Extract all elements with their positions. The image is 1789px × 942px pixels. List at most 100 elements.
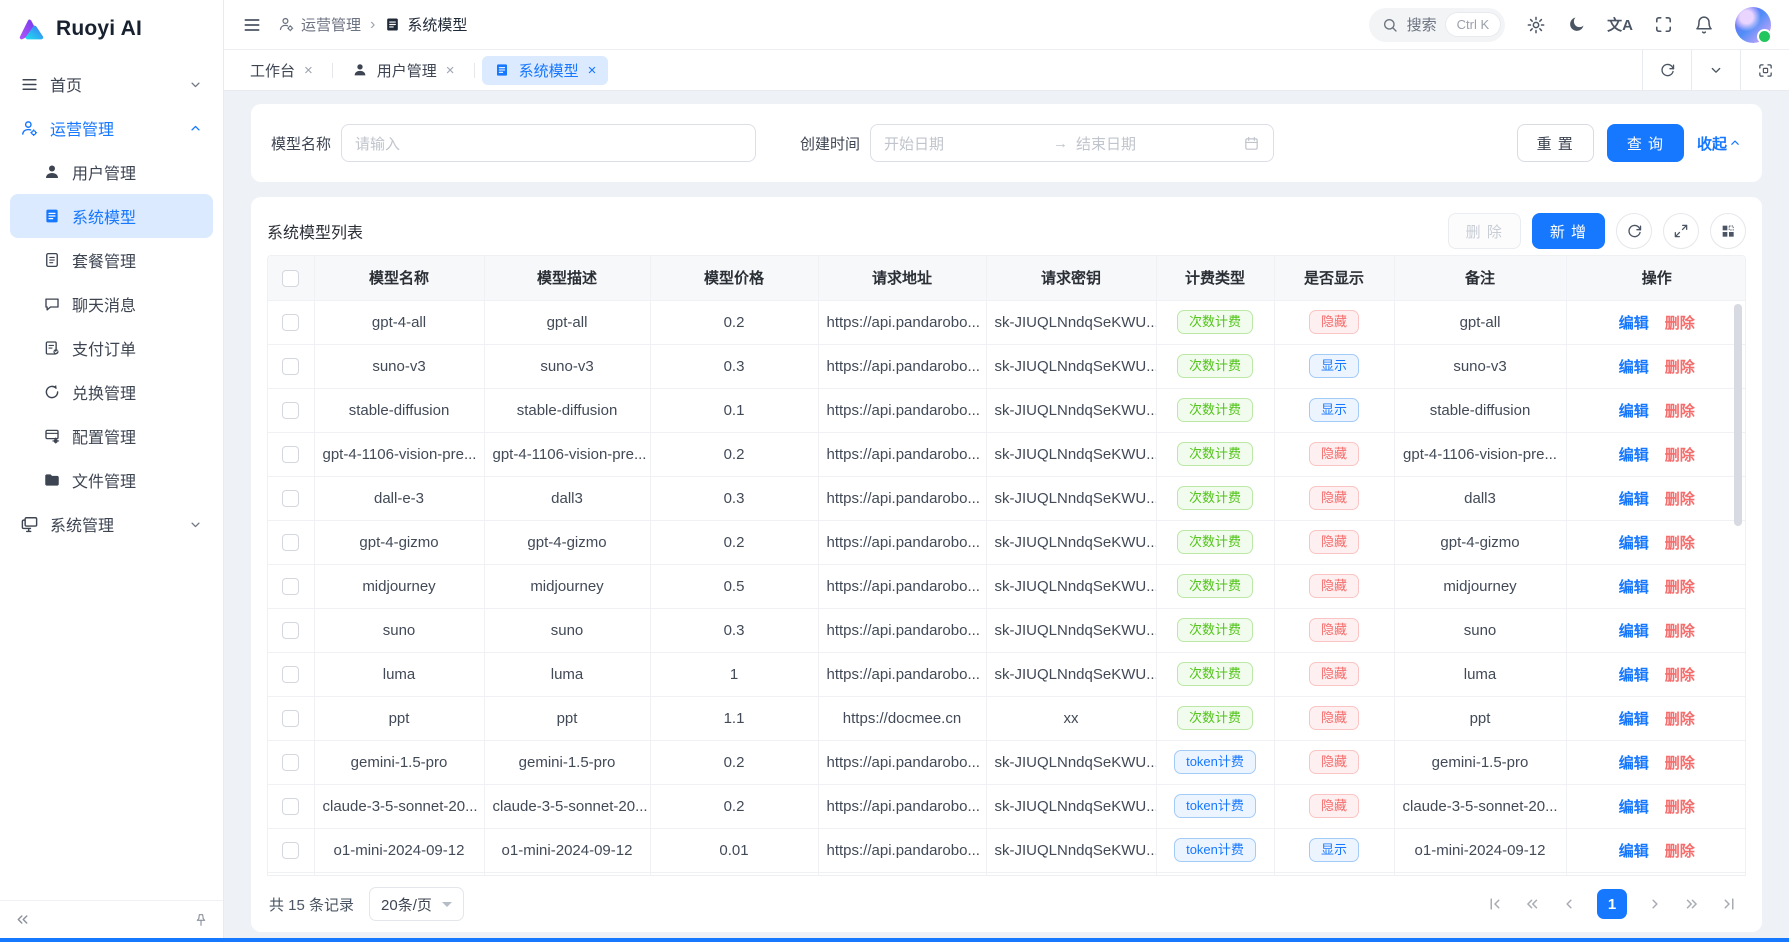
search-input[interactable]: 搜索 Ctrl K — [1368, 7, 1506, 42]
sidebar-item-redeem-management[interactable]: 兑换管理 — [10, 370, 213, 414]
logo[interactable]: Ruoyi AI — [0, 0, 223, 58]
delete-button[interactable]: 删 除 — [1447, 213, 1521, 249]
tab-user-management[interactable]: 用户管理 × — [340, 56, 467, 85]
edit-link[interactable]: 编辑 — [1618, 798, 1649, 816]
fullscreen-button[interactable] — [1654, 15, 1673, 34]
sidebar-item-system-management[interactable]: 系统管理 — [10, 502, 213, 546]
delete-link[interactable]: 删除 — [1664, 446, 1695, 464]
dark-mode-button[interactable] — [1567, 15, 1586, 34]
row-checkbox[interactable] — [282, 797, 300, 815]
sidebar-item-label: 文件管理 — [72, 474, 137, 491]
row-checkbox[interactable] — [282, 445, 300, 463]
delete-link[interactable]: 删除 — [1664, 842, 1695, 860]
reset-button[interactable]: 重 置 — [1516, 124, 1594, 162]
sidebar-item-operations[interactable]: 运营管理 — [10, 106, 213, 150]
refresh-tab-button[interactable] — [1642, 50, 1691, 90]
model-name-input[interactable]: 请输入 — [341, 124, 757, 162]
caret-down-icon — [441, 902, 452, 912]
edit-link[interactable]: 编辑 — [1618, 710, 1649, 728]
edit-link[interactable]: 编辑 — [1618, 314, 1649, 332]
close-icon[interactable]: × — [304, 61, 313, 79]
sidebar-item-config-management[interactable]: 配置管理 — [10, 414, 213, 458]
vertical-scrollbar[interactable] — [1734, 304, 1742, 526]
last-page-button[interactable] — [1720, 895, 1738, 913]
first-page-button[interactable] — [1486, 895, 1504, 913]
delete-link[interactable]: 删除 — [1664, 710, 1695, 728]
sidebar-item-plan-management[interactable]: 套餐管理 — [10, 238, 213, 282]
date-range-input[interactable]: 开始日期 → 结束日期 — [870, 124, 1275, 162]
row-checkbox[interactable] — [282, 313, 300, 331]
avatar[interactable] — [1735, 6, 1772, 44]
settings-button[interactable] — [1526, 15, 1546, 35]
delete-link[interactable]: 删除 — [1664, 402, 1695, 420]
edit-link[interactable]: 编辑 — [1618, 402, 1649, 420]
cell-model-price: 0.2 — [650, 784, 819, 829]
cell-model-desc — [484, 872, 651, 875]
edit-link[interactable]: 编辑 — [1618, 446, 1649, 464]
edit-link[interactable]: 编辑 — [1618, 534, 1649, 552]
edit-link[interactable]: 编辑 — [1618, 666, 1649, 684]
pin-icon[interactable] — [193, 912, 209, 928]
cell-request-url: https://api.pandarobo... — [818, 608, 987, 653]
edit-link[interactable]: 编辑 — [1618, 490, 1649, 508]
row-checkbox[interactable] — [282, 577, 300, 595]
sidebar-item-home[interactable]: 首页 — [10, 62, 213, 106]
collapse-sidebar-icon[interactable] — [14, 911, 31, 928]
prev-page-button[interactable] — [1560, 895, 1578, 913]
jump-back-button[interactable] — [1523, 895, 1541, 913]
edit-link[interactable]: 编辑 — [1618, 578, 1649, 596]
column-settings-button[interactable] — [1710, 213, 1746, 249]
row-checkbox[interactable] — [282, 533, 300, 551]
fullscreen-table-button[interactable] — [1663, 213, 1699, 249]
close-icon[interactable]: × — [445, 61, 455, 79]
edit-link[interactable]: 编辑 — [1618, 358, 1649, 376]
delete-link[interactable]: 删除 — [1664, 314, 1695, 332]
add-button[interactable]: 新 增 — [1531, 213, 1605, 249]
sidebar-item-system-models[interactable]: 系统模型 — [10, 194, 213, 238]
edit-link[interactable]: 编辑 — [1618, 754, 1649, 772]
close-icon[interactable]: × — [587, 61, 597, 79]
row-checkbox[interactable] — [282, 709, 300, 727]
search-button[interactable]: 查 询 — [1606, 124, 1684, 162]
delete-link[interactable]: 删除 — [1664, 358, 1695, 376]
table-title: 系统模型列表 — [267, 225, 364, 242]
sidebar-item-user-management[interactable]: 用户管理 — [10, 150, 213, 194]
notifications-button[interactable] — [1694, 15, 1714, 35]
row-checkbox[interactable] — [282, 753, 300, 771]
page-size-select[interactable]: 20条/页 — [369, 887, 464, 921]
delete-link[interactable]: 删除 — [1664, 578, 1695, 596]
collapse-filter-link[interactable]: 收起 — [1697, 133, 1742, 154]
jump-forward-button[interactable] — [1683, 895, 1701, 913]
row-checkbox[interactable] — [282, 401, 300, 419]
delete-link[interactable]: 删除 — [1664, 666, 1695, 684]
breadcrumb-item-operations[interactable]: 运营管理 — [278, 14, 361, 35]
tab-menu-button[interactable] — [1691, 50, 1740, 90]
next-page-button[interactable] — [1646, 895, 1664, 913]
tab-system-models[interactable]: 系统模型 × — [481, 55, 609, 85]
tab-workbench[interactable]: 工作台 × — [250, 61, 313, 80]
edit-link[interactable]: 编辑 — [1618, 842, 1649, 860]
row-checkbox[interactable] — [282, 621, 300, 639]
delete-link[interactable]: 删除 — [1664, 754, 1695, 772]
row-checkbox[interactable] — [282, 665, 300, 683]
sidebar-item-chat-messages[interactable]: 聊天消息 — [10, 282, 213, 326]
billing-badge: token计费 — [1174, 749, 1256, 775]
language-button[interactable]: 文A — [1607, 14, 1633, 35]
delete-link[interactable]: 删除 — [1664, 534, 1695, 552]
edit-link[interactable]: 编辑 — [1618, 622, 1649, 640]
current-page[interactable]: 1 — [1597, 889, 1627, 919]
row-checkbox[interactable] — [282, 357, 300, 375]
sidebar-item-payment-orders[interactable]: 支付订单 — [10, 326, 213, 370]
delete-link[interactable]: 删除 — [1664, 622, 1695, 640]
select-all-checkbox[interactable] — [282, 269, 300, 287]
delete-link[interactable]: 删除 — [1664, 490, 1695, 508]
refresh-table-button[interactable] — [1616, 213, 1652, 249]
row-checkbox[interactable] — [282, 489, 300, 507]
row-checkbox[interactable] — [282, 841, 300, 859]
sidebar-item-file-management[interactable]: 文件管理 — [10, 458, 213, 502]
hamburger-icon[interactable] — [242, 15, 262, 35]
cell-remark: o1-mini-2024-09-12 — [1394, 828, 1567, 873]
maximize-content-button[interactable] — [1740, 50, 1789, 90]
breadcrumb-item-system-models[interactable]: 系统模型 — [384, 14, 467, 35]
delete-link[interactable]: 删除 — [1664, 798, 1695, 816]
